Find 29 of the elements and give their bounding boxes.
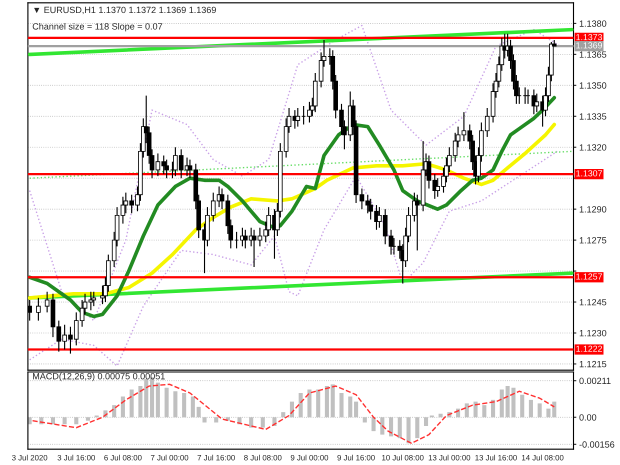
y-tick-label: 1.1215 bbox=[580, 360, 606, 368]
line-series bbox=[28, 150, 558, 367]
line-series bbox=[32, 384, 555, 444]
y-tick-label: 1.1350 bbox=[580, 82, 606, 89]
y-tick-label: 1.1275 bbox=[580, 237, 606, 244]
ref-line-label: 1.1307 bbox=[576, 170, 602, 176]
y-tick-label: 1.1245 bbox=[580, 299, 606, 306]
y-tick-label: 1.1365 bbox=[580, 51, 606, 58]
candlestick bbox=[534, 93, 540, 113]
annotation: Channel size = 118 Slope = 0.07 bbox=[32, 22, 162, 32]
candlestick bbox=[36, 297, 41, 322]
annotation: MACD(12,26,9) 0.00075 0.00051 bbox=[33, 372, 165, 382]
line-series bbox=[28, 24, 561, 322]
y-tick-label: 1.1380 bbox=[580, 20, 606, 27]
ref-line-label: 1.1257 bbox=[576, 273, 602, 280]
y-tick-label: 1.1320 bbox=[580, 144, 606, 151]
ref-line-label: 1.1373 bbox=[576, 34, 602, 40]
y-tick-label: 1.1290 bbox=[580, 206, 606, 213]
annotation: ▼ EURUSD,H1 1.1370 1.1372 1.1369 1.1369 bbox=[34, 6, 216, 14]
candlestick bbox=[91, 291, 96, 307]
candlestick bbox=[243, 229, 248, 249]
y-tick-label: 0.00 bbox=[579, 414, 596, 421]
y-tick-label: -0.00156 bbox=[579, 441, 614, 448]
candlestick bbox=[164, 159, 169, 179]
y-tick-label: 1.1335 bbox=[580, 113, 606, 120]
y-tick-label: 1.1230 bbox=[580, 330, 606, 336]
ref-line-label: 1.1369 bbox=[576, 42, 602, 48]
ref-line-label: 1.1222 bbox=[576, 346, 602, 352]
y-tick-label: 0.00211 bbox=[579, 378, 611, 384]
